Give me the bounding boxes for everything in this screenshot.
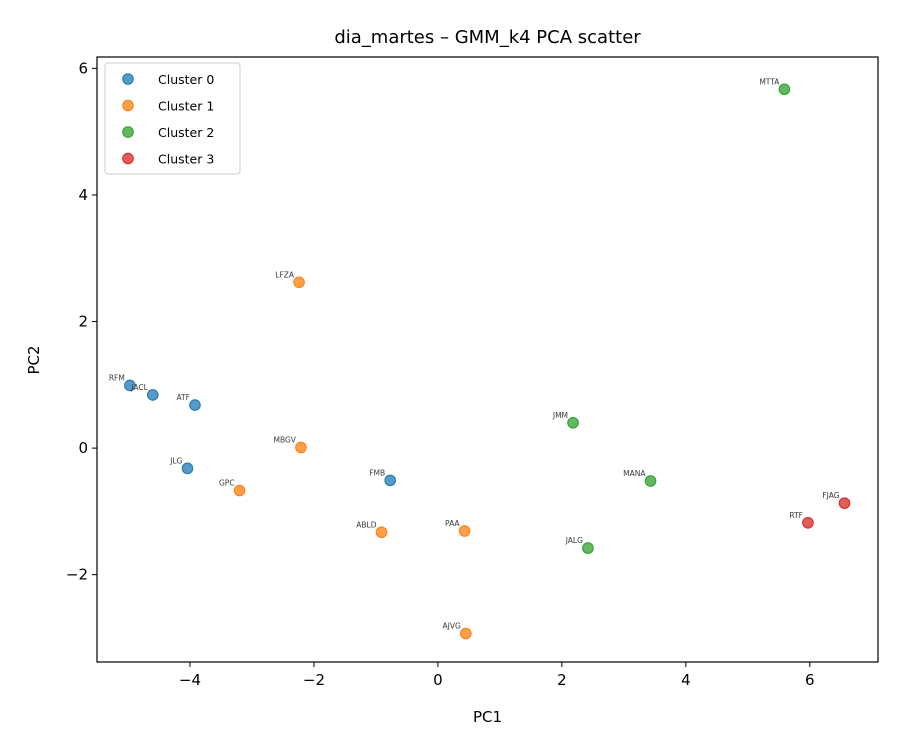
data-point (384, 474, 396, 487)
data-point (458, 525, 471, 537)
legend: Cluster 0 Cluster 1 Cluster 2 Cluster 3 (104, 62, 241, 175)
point-label: PAA (445, 519, 460, 528)
x-tick-label: 2 (557, 671, 567, 689)
legend-marker (122, 126, 134, 138)
legend-marker (122, 152, 134, 165)
point-label: MBGV (273, 435, 296, 444)
data-points (124, 83, 851, 640)
data-point (582, 542, 594, 554)
y-tick-label: 0 (78, 439, 88, 457)
data-point (778, 83, 791, 96)
data-point (460, 627, 472, 640)
legend-entry: Cluster 3 (158, 152, 214, 167)
point-label: JALG (565, 536, 583, 545)
data-point (146, 389, 159, 401)
y-tick-label: 4 (78, 186, 88, 204)
point-label: FMB (369, 468, 385, 477)
point-label: MTTA (759, 77, 780, 86)
y-tick-label: −2 (66, 566, 88, 584)
point-label: ATF (176, 393, 189, 402)
legend-entry: Cluster 2 (158, 125, 214, 140)
data-point (375, 526, 388, 539)
legend-marker (122, 99, 134, 112)
data-point (567, 416, 579, 429)
point-label: JACL (130, 383, 148, 392)
legend-entry: Cluster 1 (158, 99, 214, 114)
point-label: JLG (169, 456, 182, 465)
point-label: AJVG (443, 622, 461, 631)
legend-box (104, 62, 241, 175)
point-label: LFZA (275, 270, 295, 279)
point-label: FJAG (822, 491, 839, 500)
data-point (838, 497, 851, 509)
point-label: ABLD (356, 520, 376, 529)
legend-marker (122, 73, 134, 85)
point-label: RFM (109, 373, 125, 382)
point-label: RTF (789, 511, 803, 520)
x-tick-label: −4 (179, 671, 201, 689)
x-tick-label: 4 (681, 671, 691, 689)
data-point (802, 516, 814, 529)
x-axis-label: PC1 (473, 708, 502, 726)
point-label: GPC (219, 478, 235, 487)
data-point (644, 475, 657, 487)
data-point (295, 441, 307, 454)
plot-area-frame (96, 56, 879, 663)
point-labels: RFM JACL ATF JLG FMB LFZA MBGV GPC ABLD PAA AJVG MT… (109, 77, 840, 630)
chart-title: dia_martes – GMM_k4 PCA scatter (334, 27, 641, 48)
y-tick-label: 6 (78, 59, 88, 77)
point-label: MANA (623, 469, 646, 478)
data-point (189, 399, 201, 411)
data-point (124, 379, 136, 392)
axis-ticks: −4 −2 0 2 4 6 −2 0 2 4 6 (66, 59, 815, 689)
point-label: JMM (552, 411, 568, 420)
x-tick-label: −2 (303, 671, 325, 689)
y-axis-label: PC2 (25, 345, 43, 374)
x-tick-label: 0 (433, 671, 443, 689)
x-tick-label: 6 (805, 671, 815, 689)
data-point (293, 276, 305, 289)
y-tick-label: 2 (78, 313, 88, 331)
data-point (181, 462, 194, 475)
legend-entry: Cluster 0 (158, 72, 214, 87)
data-point (233, 484, 246, 497)
